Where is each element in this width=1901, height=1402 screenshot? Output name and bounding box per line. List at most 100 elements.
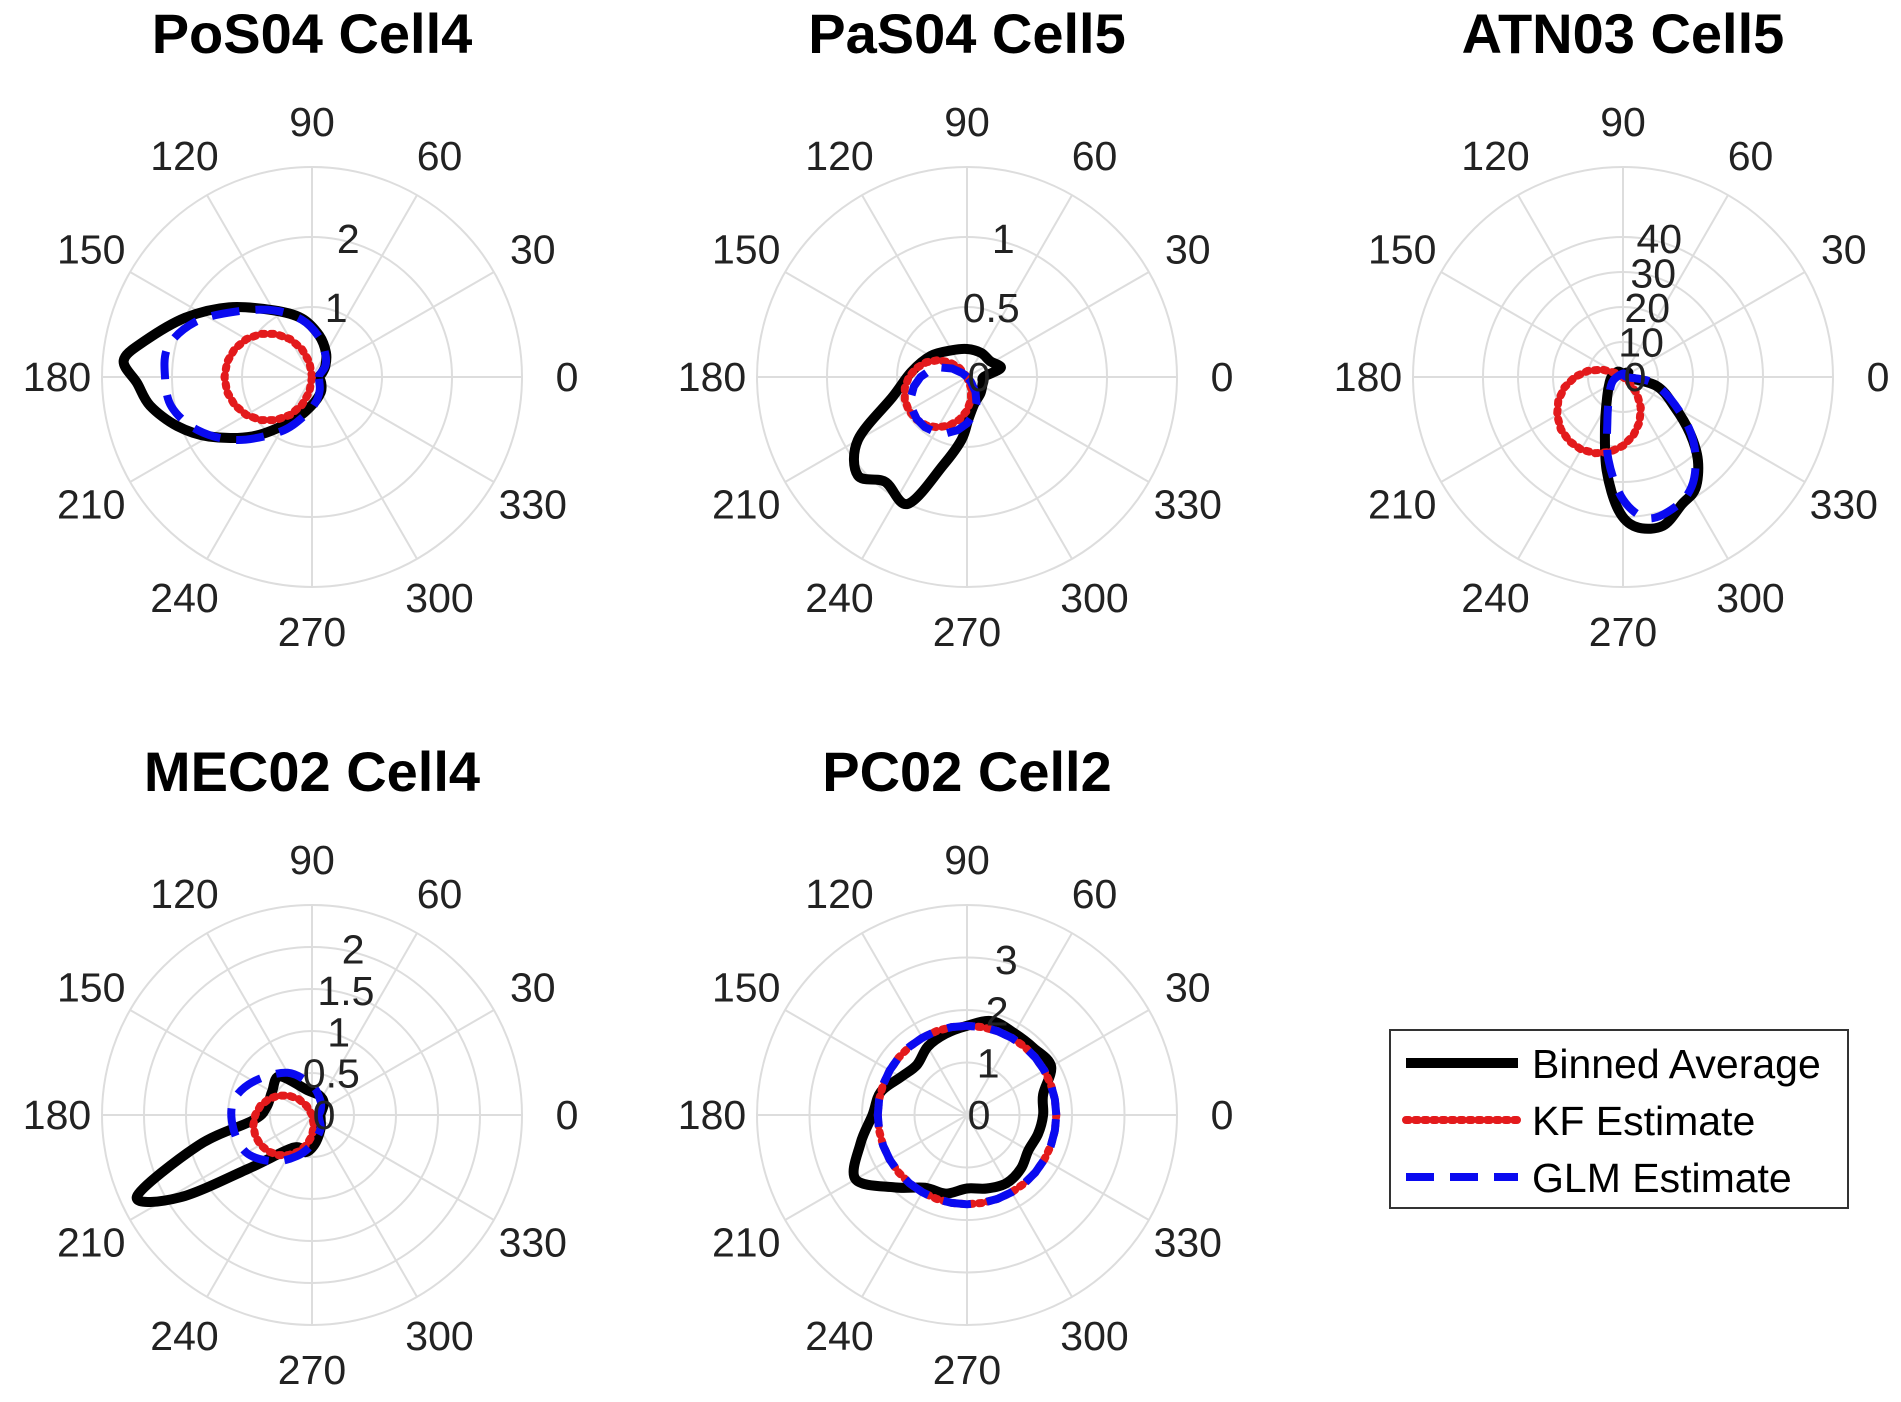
grid-spoke [784, 376, 968, 483]
angle-tick-label: 90 [944, 837, 990, 883]
angle-tick-label: 150 [57, 965, 125, 1011]
angle-tick-label: 240 [1461, 575, 1529, 621]
angle-tick-label: 90 [289, 99, 335, 145]
panel-title: MEC02 Cell4 [144, 740, 480, 803]
angle-tick-label: 150 [712, 227, 780, 273]
angle-tick-label: 270 [933, 609, 1001, 655]
grid-spoke [1517, 194, 1624, 378]
panel-title: PC02 Cell2 [822, 740, 1112, 803]
angle-tick-label: 210 [57, 1220, 125, 1266]
grid-spoke [311, 932, 418, 1116]
polar-panel-4: 030609012015018021024027030033000.511.52… [23, 740, 579, 1393]
grid-spoke [206, 194, 313, 378]
grid-spoke [311, 1114, 418, 1298]
grid-spoke [784, 1114, 968, 1221]
radial-tick-label: 2 [337, 216, 360, 262]
angle-tick-label: 0 [556, 1092, 579, 1138]
radial-tick-label: 0.5 [963, 285, 1020, 331]
angle-tick-label: 300 [1060, 1313, 1128, 1359]
radial-tick-label: 2 [986, 989, 1009, 1035]
grid-spoke [311, 1114, 495, 1221]
polar-panel-1: 0 30 60 90 120 150 180 210 240 270 300 330 1 2 PoS04 C… [23, 2, 579, 655]
angle-tick-label: 0 [1211, 1092, 1234, 1138]
angle-tick-label: 240 [150, 575, 218, 621]
angle-tick-label: 240 [805, 575, 873, 621]
angle-tick-label: 0 [1211, 354, 1234, 400]
radial-tick-label: 40 [1636, 216, 1682, 262]
radial-tick-label: 0 [313, 1092, 336, 1138]
angle-tick-label: 210 [712, 1220, 780, 1266]
angle-tick-label: 0 [1867, 354, 1890, 400]
grid-spoke [784, 1009, 968, 1116]
angle-tick-label: 180 [678, 1092, 746, 1138]
angle-tick-label: 330 [1154, 1220, 1222, 1266]
series-glm-estimate [160, 305, 331, 445]
angle-tick-label: 210 [712, 482, 780, 528]
angle-tick-label: 180 [23, 1092, 91, 1138]
radial-tick-label: 0.5 [303, 1051, 360, 1097]
grid-spoke [311, 1009, 495, 1116]
grid-spoke [1622, 271, 1806, 378]
radial-tick-label: 1.5 [317, 968, 374, 1014]
series-glm-estimate [227, 1068, 326, 1166]
angle-tick-label: 120 [1461, 133, 1529, 179]
angle-tick-label: 150 [712, 965, 780, 1011]
grid-spoke [861, 932, 968, 1116]
angle-tick-label: 300 [1716, 575, 1784, 621]
angle-tick-label: 240 [150, 1313, 218, 1359]
grid-spoke [966, 194, 1073, 378]
series-binned-average [118, 301, 332, 444]
angle-tick-label: 30 [1165, 965, 1211, 1011]
angle-tick-label: 120 [805, 133, 873, 179]
angle-tick-label: 270 [1589, 609, 1657, 655]
angle-tick-label: 60 [417, 871, 463, 917]
radial-tick-label: 0 [1624, 354, 1647, 400]
radial-tick-label: 1 [327, 1009, 350, 1055]
angle-tick-label: 150 [57, 227, 125, 273]
grid-spoke [966, 932, 1073, 1116]
grid-spoke [311, 376, 495, 483]
grid-spoke [1622, 194, 1729, 378]
angle-tick-label: 180 [1334, 354, 1402, 400]
angle-tick-label: 270 [278, 1347, 346, 1393]
polar-panel-2: 0 30 60 90 120 150 180 210 240 270 300 330 0 0.5 1 PaS0… [678, 2, 1234, 655]
panel-title: ATN03 Cell5 [1462, 2, 1785, 65]
angle-tick-label: 120 [150, 871, 218, 917]
grid-spoke [966, 1009, 1150, 1116]
polar-grid [101, 166, 523, 588]
legend: Binned Average KF Estimate GLM Estimate [1389, 1029, 1849, 1209]
angle-tick-label: 300 [1060, 575, 1128, 621]
polar-panel-3: 0306090120150180210240270300330010203040… [1334, 2, 1890, 655]
angle-tick-label: 300 [405, 575, 473, 621]
radial-tick-label: 0 [968, 354, 991, 400]
series-binned-average [848, 1015, 1057, 1199]
angle-tick-label: 60 [1072, 871, 1118, 917]
series-glm-estimate [906, 363, 981, 438]
angle-tick-label: 0 [556, 354, 579, 400]
grid-spoke [861, 376, 968, 560]
angle-tick-label: 30 [510, 227, 556, 273]
series-kf-estimate [249, 1091, 318, 1160]
angle-tick-label: 60 [1072, 133, 1118, 179]
series-binned-average [848, 343, 1006, 509]
radial-tick-label: 20 [1624, 285, 1670, 331]
angle-tick-label: 90 [289, 837, 335, 883]
panel-title: PoS04 Cell4 [152, 2, 473, 65]
angle-tick-label: 330 [1154, 482, 1222, 528]
legend-label-kf: KF Estimate [1532, 1098, 1755, 1144]
angle-tick-label: 120 [805, 871, 873, 917]
radial-tick-label: 0 [968, 1092, 991, 1138]
series-kf-estimate [900, 356, 975, 432]
radial-tick-label: 3 [995, 937, 1018, 983]
angle-tick-label: 180 [23, 354, 91, 400]
angle-tick-label: 90 [944, 99, 990, 145]
legend-label-glm: GLM Estimate [1532, 1155, 1792, 1201]
grid-spoke [966, 376, 1150, 483]
series-kf-estimate [1553, 365, 1645, 458]
angle-tick-label: 330 [499, 1220, 567, 1266]
grid-spoke [966, 376, 1073, 560]
grid-spoke [966, 1114, 1150, 1221]
grid-spoke [1440, 376, 1624, 483]
grid-spoke [311, 271, 495, 378]
